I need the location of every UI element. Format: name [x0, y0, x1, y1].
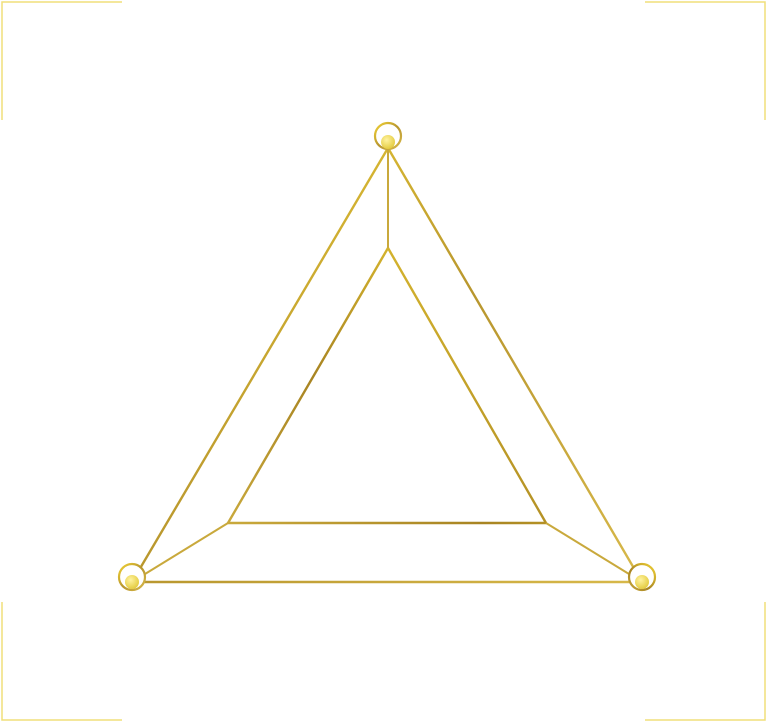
connector-lines	[131, 148, 643, 583]
vertex-dots	[125, 135, 649, 589]
inner-triangle	[226, 246, 548, 525]
outer-triangle	[130, 146, 644, 584]
